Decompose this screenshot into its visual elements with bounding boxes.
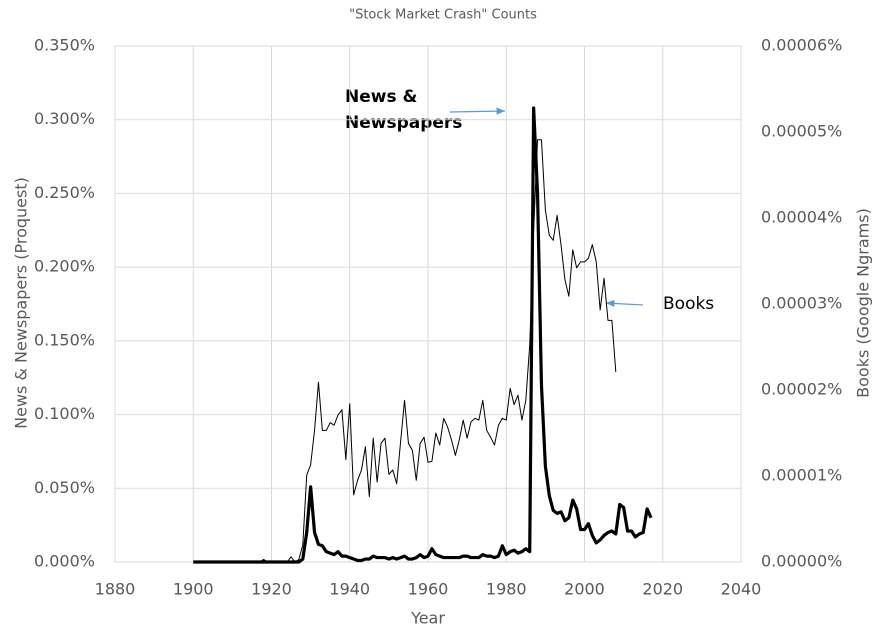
y-tick-label: 0.050% bbox=[34, 478, 95, 497]
x-tick-label: 2040 bbox=[721, 580, 762, 599]
annotation-text: Newspapers bbox=[345, 113, 462, 133]
annotation: News & Newspapers Books bbox=[345, 87, 714, 314]
y2-tick-label: 0.00001% bbox=[761, 466, 842, 485]
chart-title: "Stock Market Crash" Counts bbox=[349, 8, 537, 23]
x-tick-label: 1880 bbox=[95, 580, 136, 599]
x-tick-label: 2020 bbox=[642, 580, 683, 599]
y2-tick-label: 0.00005% bbox=[761, 122, 842, 141]
annotation-text: News & bbox=[345, 87, 417, 107]
x-tick-label: 1980 bbox=[486, 580, 527, 599]
series-line bbox=[193, 106, 653, 564]
x-tick-label: 1960 bbox=[408, 580, 449, 599]
y-tick-label: 0.000% bbox=[34, 552, 95, 571]
annotation-arrow bbox=[449, 107, 506, 115]
y2-tick-label: 0.00004% bbox=[761, 208, 842, 227]
y-tick-label: 0.300% bbox=[34, 109, 95, 128]
x-tick-label: 1920 bbox=[251, 580, 292, 599]
y-tick-label: 0.150% bbox=[34, 330, 95, 349]
y-tick-label: 0.200% bbox=[34, 257, 95, 276]
y2-tick-label: 0.00002% bbox=[761, 380, 842, 399]
y2-tick-label: 0.00000% bbox=[761, 552, 842, 571]
series-line bbox=[193, 139, 617, 563]
annotation-text: Books bbox=[663, 294, 714, 314]
y2-tick-label: 0.00006% bbox=[761, 36, 842, 55]
x-tick-label: 2000 bbox=[564, 580, 605, 599]
x-tick-label: 1900 bbox=[173, 580, 214, 599]
y2-axis-title: Books (Google Ngrams) bbox=[854, 208, 873, 398]
x-tick-label: 1940 bbox=[329, 580, 370, 599]
y-tick-label: 0.350% bbox=[34, 36, 95, 55]
y-axis-title: News & Newspapers (Proquest) bbox=[12, 177, 31, 429]
y-tick-label: 0.250% bbox=[34, 183, 95, 202]
y-tick-label: 0.100% bbox=[34, 404, 95, 423]
y2-tick-label: 0.00003% bbox=[761, 294, 842, 313]
x-axis-title: Year bbox=[410, 609, 445, 628]
annotation-arrow bbox=[605, 299, 644, 308]
